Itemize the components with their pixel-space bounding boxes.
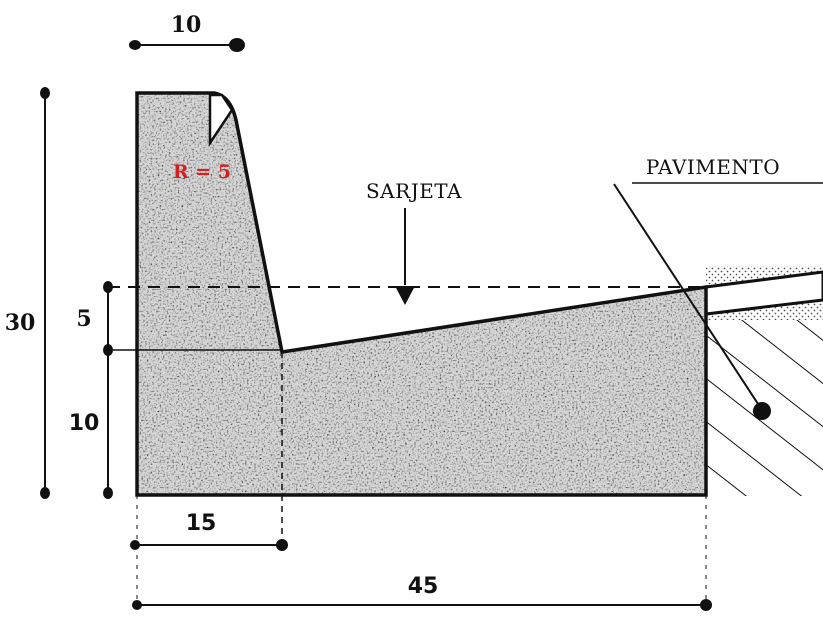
dim-total-width: 45 bbox=[408, 574, 439, 599]
pavement-leader bbox=[613, 182, 823, 420]
gutter-arrow bbox=[395, 208, 415, 305]
pavement-leader-dot bbox=[753, 402, 771, 420]
radius-label: R = 5 bbox=[173, 161, 231, 183]
dimension-lines bbox=[44, 44, 707, 606]
dim-gutter-start: 15 bbox=[186, 511, 217, 536]
pavement-label: PAVIMENTO bbox=[646, 155, 780, 179]
gutter-label: SARJETA bbox=[366, 179, 462, 203]
pavement-layer bbox=[704, 266, 823, 320]
dim-gutter-depth: 5 bbox=[76, 306, 91, 332]
dimension-markers bbox=[40, 38, 712, 611]
guide-lines bbox=[108, 286, 706, 545]
dim-top-width: 10 bbox=[171, 12, 202, 38]
dim-base-height: 10 bbox=[69, 411, 100, 436]
concrete-curb bbox=[135, 91, 708, 497]
dim-total-height: 30 bbox=[5, 310, 36, 336]
